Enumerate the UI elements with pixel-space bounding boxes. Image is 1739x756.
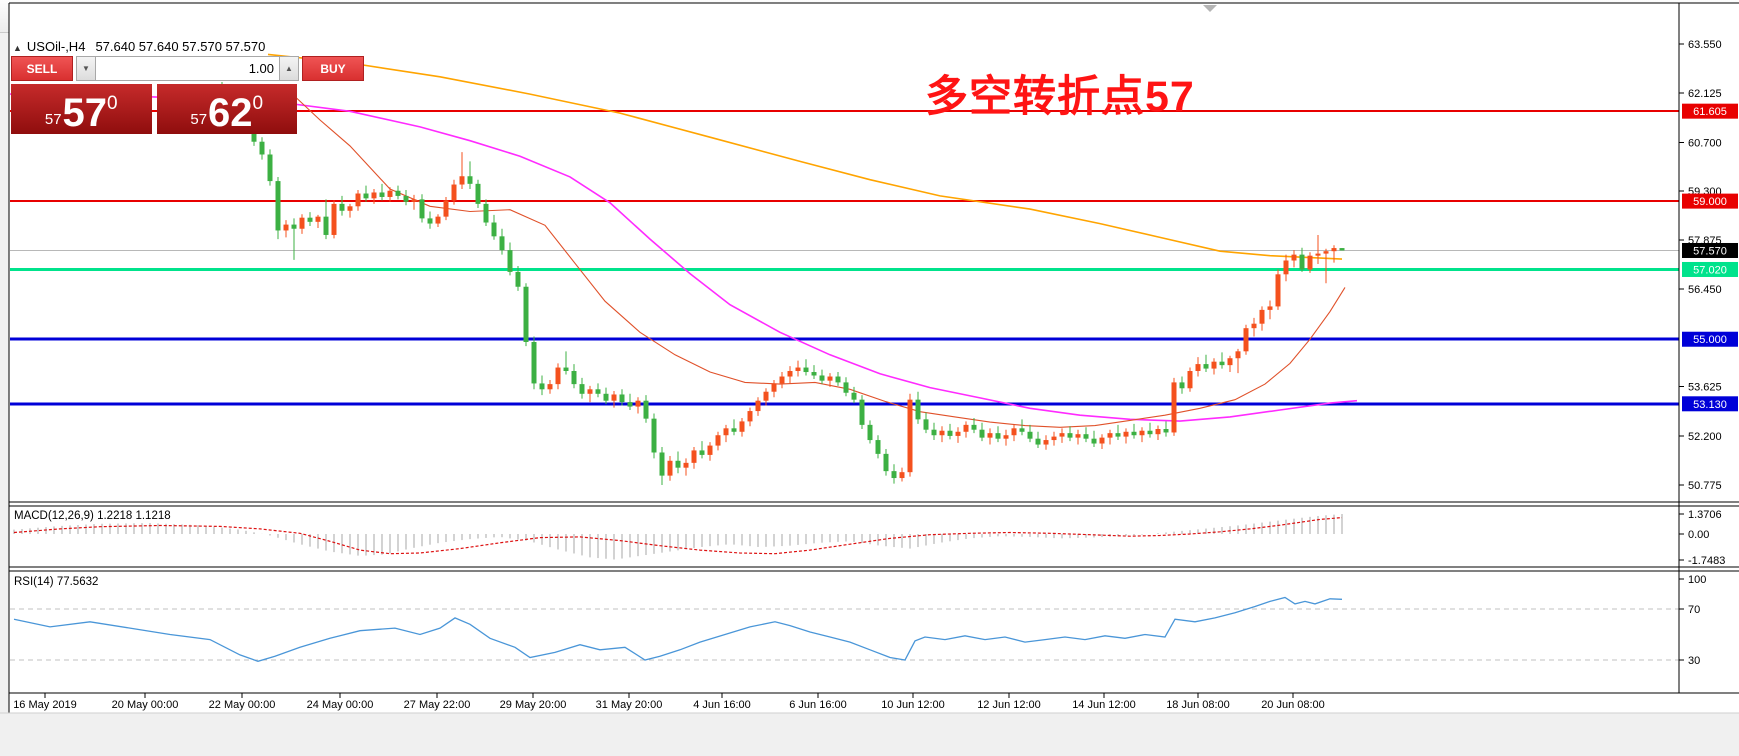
svg-text:0.00: 0.00 [1688,529,1709,541]
moving-average-lines [9,53,1358,428]
svg-text:29 May 20:00: 29 May 20:00 [500,699,567,711]
volume-decrease-stepper[interactable]: ▼ [76,56,96,81]
volume-input[interactable] [96,56,279,81]
svg-text:4 Jun 16:00: 4 Jun 16:00 [693,699,751,711]
sell-price-prefix: 57 [44,111,62,128]
volume-increase-stepper[interactable]: ▲ [279,56,299,81]
svg-text:57.020: 57.020 [1693,264,1727,276]
chart-shift-marker-icon[interactable] [1203,5,1217,12]
svg-text:53.625: 53.625 [1688,382,1722,394]
svg-text:20 Jun 08:00: 20 Jun 08:00 [1261,699,1325,711]
chart-canvas[interactable]: 1.3706 0.00 -1.7483 100 70 30 63.550 62.125 60… [0,0,1739,723]
chart-annotation-text: 多空转折点57 [925,73,1195,121]
svg-text:1.3706: 1.3706 [1688,509,1722,521]
trade-controls-row: SELL ▼ ▲ BUY [11,56,364,81]
svg-text:14 Jun 12:00: 14 Jun 12:00 [1072,699,1136,711]
candlestick-series [219,81,1345,485]
time-axis: 16 May 2019 20 May 00:00 22 May 00:00 24 Ma… [13,693,1325,711]
rsi-indicator: 100 70 30 [10,574,1706,667]
triangle-down-icon: ▼ [82,64,90,73]
svg-text:70: 70 [1688,604,1700,616]
sell-button[interactable]: SELL [11,56,73,81]
buy-price-prefix: 57 [190,111,208,128]
chart-background[interactable] [9,3,1739,713]
rsi-label: RSI(14) 77.5632 [14,576,98,588]
chart-title-bar: ▲ USOil-,H4 57.640 57.640 57.570 57.570 [13,39,265,54]
trade-prices-row: 57 57 0 57 62 0 [11,84,297,134]
price-axis: 63.55062.12560.70059.30057.87556.45053.6… [1679,39,1738,492]
triangle-up-icon: ▲ [285,64,293,73]
collapse-panel-icon[interactable]: ▲ [13,43,22,53]
svg-text:24 May 00:00: 24 May 00:00 [307,699,374,711]
buy-price-sup: 0 [252,93,264,114]
buy-price-tile[interactable]: 57 62 0 [156,84,297,135]
svg-text:12 Jun 12:00: 12 Jun 12:00 [977,699,1041,711]
svg-text:63.550: 63.550 [1688,39,1722,51]
ohlc-values: 57.640 57.640 57.570 57.570 [95,39,266,54]
buy-price-big: 62 [208,91,253,135]
sell-price-big: 57 [62,91,108,135]
svg-text:6 Jun 16:00: 6 Jun 16:00 [789,699,847,711]
macd-label: MACD(12,26,9) 1.2218 1.1218 [14,510,171,522]
horizontal-levels [10,110,1679,406]
svg-text:16 May 2019: 16 May 2019 [13,699,77,711]
svg-text:18 Jun 08:00: 18 Jun 08:00 [1166,699,1230,711]
svg-text:61.605: 61.605 [1693,106,1727,118]
svg-text:10 Jun 12:00: 10 Jun 12:00 [881,699,945,711]
buy-button[interactable]: BUY [302,56,364,81]
svg-text:22 May 00:00: 22 May 00:00 [209,699,276,711]
svg-text:55.000: 55.000 [1693,334,1727,346]
pane-borders [0,2,1739,723]
svg-text:30: 30 [1688,655,1700,667]
slow-ma-line [267,53,1343,260]
svg-text:100: 100 [1688,574,1706,586]
svg-text:-1.7483: -1.7483 [1688,555,1725,567]
svg-text:53.130: 53.130 [1693,399,1727,411]
symbol-timeframe-label: USOil-,H4 [26,39,86,54]
sell-price-sup: 0 [107,93,118,114]
svg-text:20 May 00:00: 20 May 00:00 [112,699,179,711]
svg-text:52.200: 52.200 [1688,431,1722,443]
svg-text:50.775: 50.775 [1688,480,1722,492]
sell-price-tile[interactable]: 57 57 0 [11,84,152,134]
svg-text:59.000: 59.000 [1693,196,1727,208]
svg-text:60.700: 60.700 [1688,137,1722,149]
fast-ma-line [295,97,1346,428]
svg-text:57.570: 57.570 [1693,245,1727,257]
one-click-trade-panel: SELL ▼ ▲ BUY 57 57 0 57 62 0 [11,56,364,134]
medium-ma-line [9,93,1358,422]
svg-text:27 May 22:00: 27 May 22:00 [404,699,471,711]
svg-text:62.125: 62.125 [1688,88,1722,100]
macd-indicator: 1.3706 0.00 -1.7483 [13,509,1725,567]
svg-text:56.450: 56.450 [1688,284,1722,296]
svg-text:31 May 20:00: 31 May 20:00 [596,699,663,711]
